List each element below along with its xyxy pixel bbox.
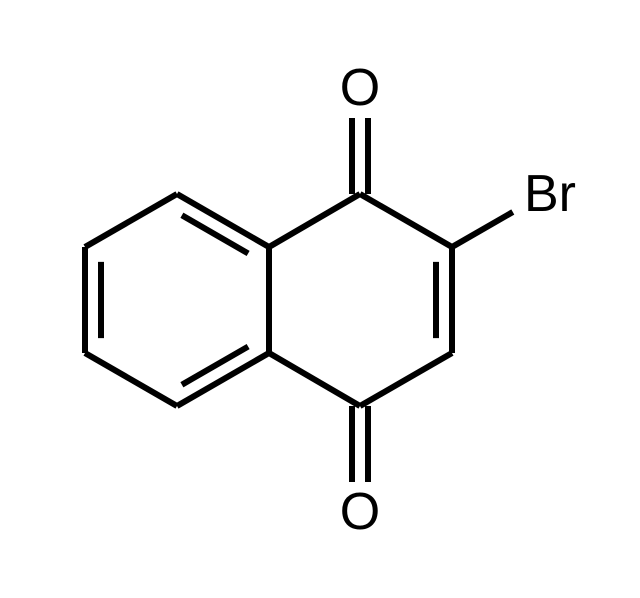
o-atom-label: O bbox=[340, 59, 380, 117]
o-atom-label: O bbox=[340, 483, 380, 541]
molecule-diagram: O O Br bbox=[0, 0, 640, 598]
br-atom-label: Br bbox=[524, 165, 576, 223]
